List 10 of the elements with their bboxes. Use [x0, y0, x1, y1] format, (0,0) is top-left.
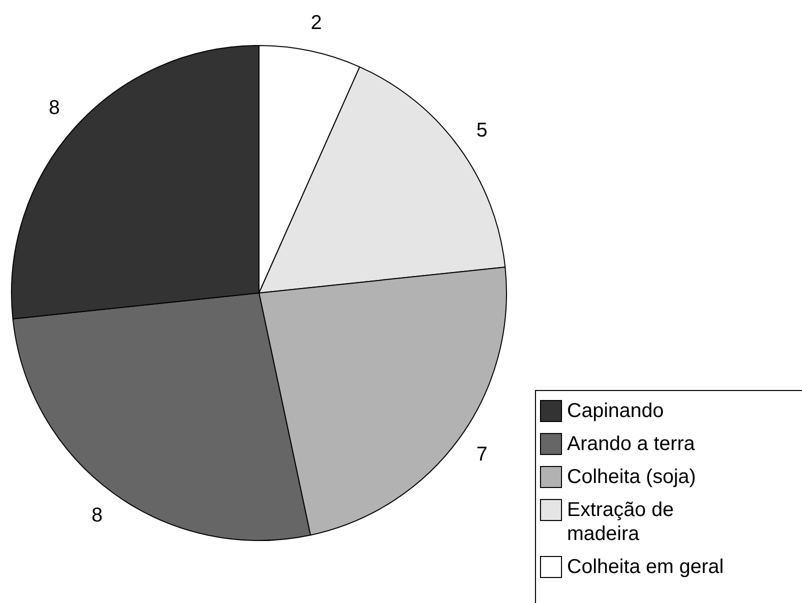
legend-label: Extração de madeira — [567, 498, 675, 546]
data-label: 7 — [476, 443, 488, 466]
data-label: 5 — [476, 120, 488, 142]
legend-label: Colheita (soja) — [567, 465, 696, 489]
legend-label: Arando a terra — [567, 432, 695, 456]
data-label: 2 — [310, 12, 322, 34]
legend-label: Colheita em geral — [567, 555, 724, 579]
data-label: 8 — [92, 504, 103, 526]
legend-label: Capinando — [567, 399, 664, 423]
data-label: 8 — [48, 97, 60, 120]
